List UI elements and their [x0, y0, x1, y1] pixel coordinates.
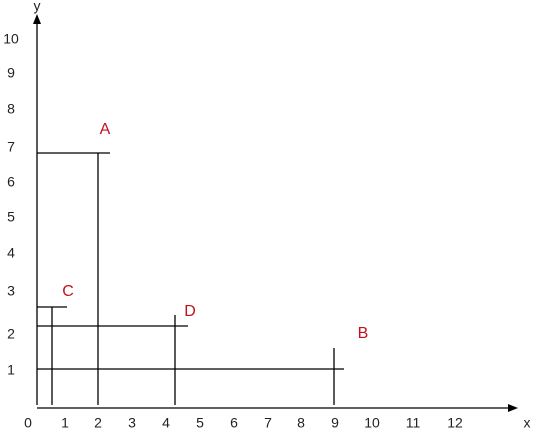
y-arrow — [33, 14, 41, 24]
y-tick-label: 1 — [7, 362, 15, 378]
y-tick-label: 7 — [7, 139, 15, 155]
x-tick-label: 7 — [264, 415, 272, 431]
x-tick-label: 5 — [196, 415, 204, 431]
x-tick-label: 0 — [24, 415, 32, 431]
y-tick-label: 10 — [3, 31, 19, 47]
y-tick-label: 5 — [7, 209, 15, 225]
point-label: D — [184, 303, 196, 320]
x-axis-label: x — [524, 415, 531, 431]
y-tick-label: 4 — [7, 245, 15, 261]
y-tick-label: 8 — [7, 101, 15, 117]
y-tick-label: 6 — [7, 174, 15, 190]
x-tick-label: 8 — [297, 415, 305, 431]
point-label: C — [62, 283, 74, 300]
x-tick-label: 3 — [128, 415, 136, 431]
y-tick-label: 9 — [7, 65, 15, 81]
y-tick-label: 2 — [7, 326, 15, 342]
x-tick-label: 9 — [331, 415, 339, 431]
point-label: B — [358, 325, 369, 342]
x-tick-label: 6 — [230, 415, 238, 431]
x-tick-label: 2 — [94, 415, 102, 431]
x-tick-label: 1 — [61, 415, 69, 431]
x-arrow — [508, 404, 518, 412]
x-tick-label: 12 — [447, 415, 463, 431]
x-tick-label: 11 — [406, 415, 421, 431]
y-axis-label: y — [34, 0, 41, 14]
y-tick-label: 3 — [7, 283, 15, 299]
point-label: A — [100, 121, 111, 138]
x-tick-label: 4 — [162, 415, 170, 431]
x-tick-label: 10 — [364, 415, 380, 431]
